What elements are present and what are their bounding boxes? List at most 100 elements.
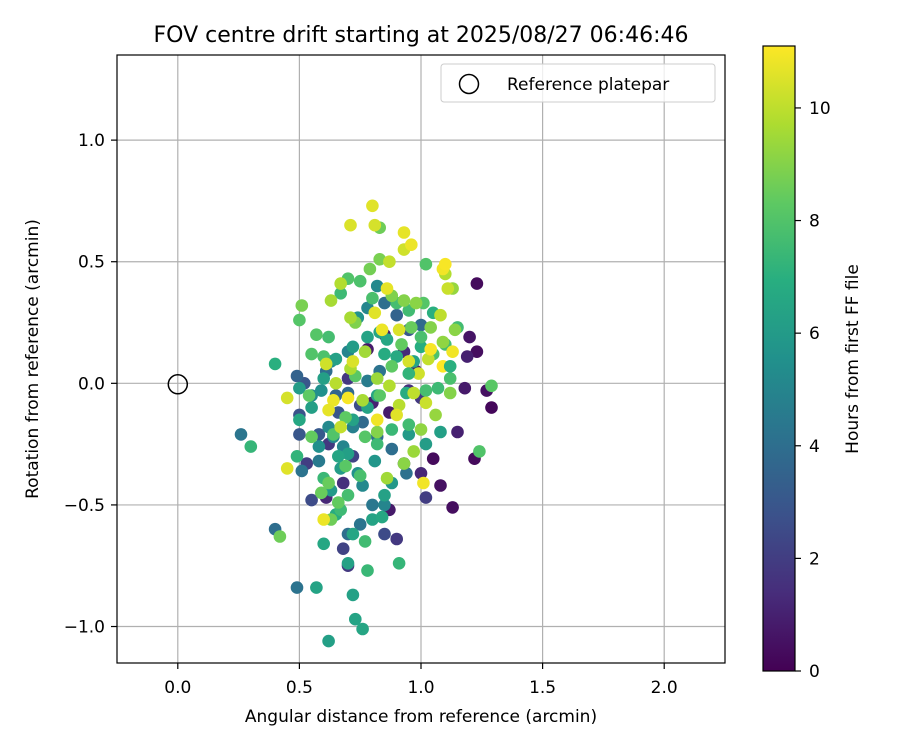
data-point [424,321,438,334]
data-point [473,445,486,458]
data-point [463,330,476,344]
data-point [346,355,360,368]
data-point [402,418,416,432]
data-point [324,294,338,307]
colorbar-frame [762,45,796,672]
data-point [293,428,306,441]
data-point [358,430,372,444]
data-point [434,425,447,439]
y-tick-label: 0.5 [78,253,105,273]
y-tick-label: −0.5 [64,496,105,516]
colorbar-tick-label: 0 [809,662,820,682]
data-point [334,420,348,434]
data-point [305,493,318,507]
data-point [414,330,428,344]
data-point [341,557,355,570]
colorbar-gradient [763,46,795,671]
data-point [280,462,294,475]
data-point [341,447,355,461]
colorbar-tick-label: 2 [809,549,820,569]
data-point [370,425,384,439]
data-point [429,408,442,422]
legend-label: Reference platepar [507,75,669,95]
data-point [419,491,433,504]
data-point [295,299,309,312]
y-tick-label: 1.0 [78,131,105,151]
data-point [305,347,318,361]
data-point [317,537,331,551]
data-point [383,255,396,268]
data-point [366,498,379,512]
data-point [244,440,258,453]
colorbar-tick-label: 4 [809,437,820,457]
data-point [380,333,394,346]
data-point [485,379,498,393]
data-point [302,389,316,402]
data-point [353,274,367,288]
data-point [310,328,323,342]
data-point [305,430,318,444]
data-point [417,476,430,490]
data-point [370,372,384,385]
data-point [392,557,406,570]
data-point [392,323,406,337]
data-point [353,518,367,531]
data-point [353,469,367,483]
data-point [443,386,457,400]
data-point [424,343,438,356]
data-point [431,381,445,395]
x-tick-label: 1.5 [529,678,556,698]
data-point [378,498,391,512]
data-point [332,496,345,509]
y-axis-label: Rotation from reference (arcmin) [23,219,43,499]
data-point [366,291,379,305]
y-tick-label: −1.0 [64,618,105,638]
data-point [375,323,389,337]
data-point [358,535,372,548]
data-point [312,454,326,468]
data-point [293,381,306,395]
data-point [268,357,282,371]
data-point [422,352,435,366]
data-point [402,355,416,368]
data-point [407,445,421,458]
data-point [380,282,394,295]
data-point [402,367,416,380]
data-point [392,398,406,412]
legend-box [440,63,716,103]
data-point [346,588,360,602]
data-point [385,423,399,436]
data-point [322,476,335,490]
grid-lines [117,55,725,663]
data-point [322,634,335,648]
data-point [390,408,404,422]
data-point [405,238,418,251]
data-point [280,391,294,405]
colorbar-tick-label: 6 [809,324,820,344]
data-point [332,450,345,463]
data-point [405,321,418,334]
colorbar-ticks: 0 2 4 6 8 10 [795,99,831,682]
data-point [370,279,384,293]
data-point [370,437,384,451]
data-point [443,372,457,385]
data-point [470,345,484,359]
y-tick-label: 0.0 [78,374,105,394]
data-point [441,282,455,295]
data-point [344,311,357,325]
legend: Reference platepar [440,63,716,103]
data-point [273,530,287,543]
data-point [322,403,335,417]
data-point [341,488,355,502]
data-point [378,347,391,361]
data-point [373,252,387,266]
data-point [414,467,428,480]
data-point [397,226,411,239]
data-point [409,296,423,310]
y-axis-ticks: −1.0 −0.5 0.0 0.5 1.0 [64,131,117,638]
x-tick-label: 0.5 [286,678,313,698]
data-point [349,612,362,626]
data-point [419,437,433,451]
data-point [322,330,335,344]
reference-marker [167,374,189,395]
